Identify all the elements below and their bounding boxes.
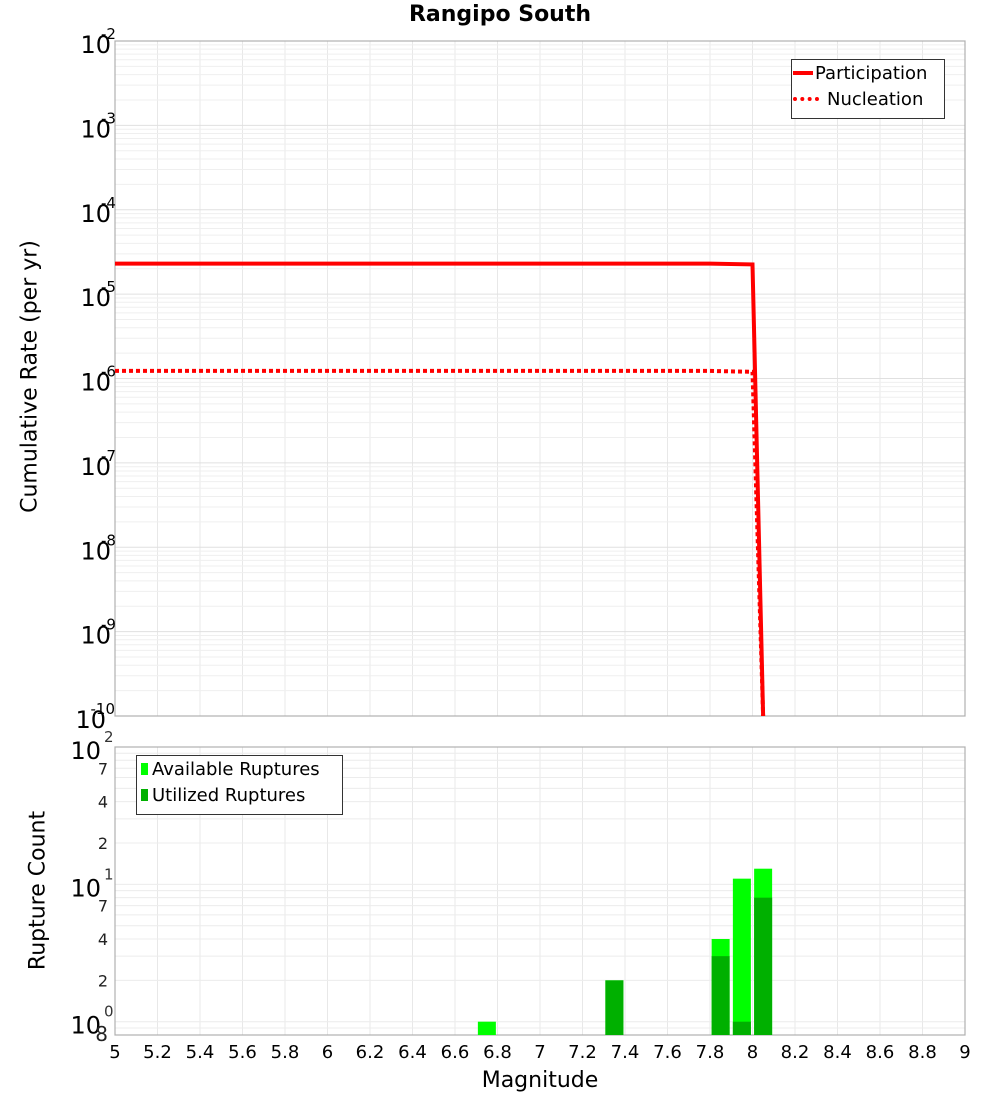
top-plot-grid: [114, 41, 966, 717]
svg-text:-2: -2: [101, 25, 116, 43]
available-swatch-icon: [141, 763, 148, 775]
top-legend: Participation Nucleation: [791, 59, 945, 119]
x-tick-label: 7.8: [696, 1042, 725, 1063]
utilized-swatch-icon: [141, 789, 148, 801]
svg-text:2: 2: [104, 728, 114, 746]
svg-text:-6: -6: [101, 363, 116, 381]
x-tick-label: 8.4: [823, 1042, 852, 1063]
legend-item-available: Available Ruptures: [137, 756, 342, 782]
legend-label: Available Ruptures: [152, 758, 320, 780]
y-tick-label: 10 2: [70, 728, 113, 765]
x-axis-label: Magnitude: [481, 1068, 599, 1093]
x-tick-label: 7: [534, 1042, 545, 1063]
svg-text:-10: -10: [91, 700, 116, 718]
svg-text:-7: -7: [101, 447, 116, 465]
svg-text:10: 10: [70, 874, 101, 902]
x-tick-label: 5: [109, 1042, 120, 1063]
dotted-line-swatch-icon: [793, 97, 819, 101]
x-tick-label: 7.6: [653, 1042, 682, 1063]
x-tick-label: 8.8: [908, 1042, 937, 1063]
top-plot-frame: [114, 40, 966, 717]
y-minor-tick-label: 4: [98, 793, 108, 812]
svg-text:10: 10: [80, 115, 111, 143]
y-minor-tick-label: 2: [98, 971, 108, 990]
y-tick-label: 10-4: [80, 194, 116, 228]
bottom-y-axis-label: Rupture Count: [25, 810, 51, 971]
svg-text:10: 10: [80, 284, 111, 312]
x-tick-label: 6.6: [441, 1042, 470, 1063]
y-tick-label: 10-10: [75, 700, 115, 734]
y-tick-label: 10-6: [80, 363, 116, 397]
x-tick-label: 7.4: [611, 1042, 640, 1063]
y-tick-label: 10-8: [80, 531, 116, 565]
legend-label: Participation: [815, 62, 928, 84]
y-tick-label: 100: [70, 1003, 113, 1040]
y-tick-label: 10 1: [70, 865, 113, 902]
y-minor-tick-label: 7: [98, 897, 108, 916]
y-minor-tick-label: 7: [98, 759, 108, 778]
y-tick-label: 10-9: [80, 616, 116, 650]
svg-text:10: 10: [80, 622, 111, 650]
utilized-bar: [605, 980, 624, 1035]
y-tick-label: 10-7: [80, 447, 116, 481]
x-tick-label: 9: [959, 1042, 970, 1063]
y-tick-label: 10-5: [80, 278, 116, 312]
svg-text:0: 0: [104, 1003, 114, 1021]
x-tick-label: 8.2: [781, 1042, 810, 1063]
utilized-bar: [754, 897, 773, 1035]
x-tick-label: 5.4: [186, 1042, 215, 1063]
bottom-legend: Available Ruptures Utilized Ruptures: [136, 755, 343, 815]
legend-item-utilized: Utilized Ruptures: [137, 782, 342, 808]
x-tick-label: 5.8: [271, 1042, 300, 1063]
y-minor-tick-label: 8: [95, 1022, 108, 1046]
chart-title: Rangipo South: [408, 2, 592, 27]
svg-text:1: 1: [104, 865, 114, 883]
nucleation-line: [115, 368, 766, 717]
x-tick-label: 8: [747, 1042, 758, 1063]
svg-text:-4: -4: [101, 194, 116, 212]
svg-text:10: 10: [70, 1012, 101, 1040]
x-tick-label: 6.4: [398, 1042, 427, 1063]
x-tick-label: 6.2: [356, 1042, 385, 1063]
svg-text:-9: -9: [101, 616, 116, 634]
svg-text:10: 10: [80, 537, 111, 565]
utilized-bar: [711, 956, 730, 1035]
x-tick-label: 8.6: [866, 1042, 895, 1063]
svg-text:10: 10: [80, 200, 111, 228]
x-tick-label: 7.2: [568, 1042, 597, 1063]
x-tick-label: 6: [322, 1042, 333, 1063]
legend-item-participation: Participation: [792, 60, 944, 86]
y-minor-tick-label: 2: [98, 834, 108, 853]
svg-text:10: 10: [75, 706, 106, 734]
participation-line: [115, 261, 766, 717]
legend-label: Utilized Ruptures: [152, 784, 306, 806]
svg-text:10: 10: [80, 369, 111, 397]
svg-text:10: 10: [70, 737, 101, 765]
top-y-axis-label: Cumulative Rate (per yr): [17, 240, 43, 513]
svg-text:-5: -5: [101, 278, 116, 296]
svg-text:10: 10: [80, 31, 111, 59]
legend-item-nucleation: Nucleation: [792, 86, 944, 112]
x-tick-label: 5.6: [228, 1042, 257, 1063]
svg-text:10: 10: [80, 453, 111, 481]
svg-text:-8: -8: [101, 531, 116, 549]
x-tick-label: 5.2: [143, 1042, 172, 1063]
x-tick-label: 6.8: [483, 1042, 512, 1063]
available-bar: [477, 1021, 496, 1035]
y-tick-label: 10-2: [80, 25, 116, 59]
y-minor-tick-label: 4: [98, 930, 108, 949]
bottom-plot-frame: [114, 746, 966, 1036]
legend-label: Nucleation: [827, 88, 924, 110]
solid-line-swatch-icon: [793, 71, 813, 75]
available-bar: [732, 878, 751, 1035]
svg-text:-3: -3: [101, 109, 116, 127]
y-tick-label: 10-3: [80, 109, 116, 143]
utilized-bar: [732, 1021, 751, 1035]
